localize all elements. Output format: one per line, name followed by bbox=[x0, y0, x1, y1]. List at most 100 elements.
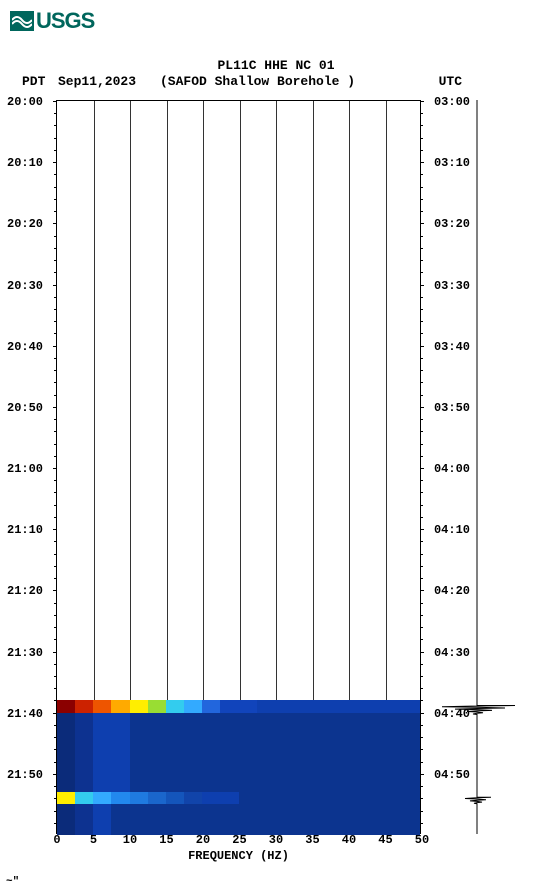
y-major-tick bbox=[420, 529, 424, 530]
y-minor-tick bbox=[54, 627, 57, 628]
chart-title: PL11C HHE NC 01 bbox=[0, 58, 552, 73]
y-minor-tick bbox=[420, 688, 423, 689]
spectro-cell bbox=[93, 804, 111, 835]
y-minor-tick bbox=[54, 480, 57, 481]
y-major-tick bbox=[53, 346, 57, 347]
spectro-cell bbox=[75, 792, 93, 804]
y-minor-tick bbox=[420, 676, 423, 677]
spectro-cell bbox=[311, 792, 329, 804]
y-minor-tick bbox=[420, 138, 423, 139]
y-minor-tick bbox=[420, 444, 423, 445]
y-minor-tick bbox=[420, 615, 423, 616]
usgs-logo-text: USGS bbox=[36, 8, 94, 34]
y-minor-tick bbox=[54, 260, 57, 261]
y-tick-left-label: 21:50 bbox=[7, 768, 43, 782]
spectro-cell bbox=[275, 792, 293, 804]
spectro-cell bbox=[148, 700, 166, 712]
spectro-row bbox=[57, 804, 420, 835]
y-minor-tick bbox=[420, 603, 423, 604]
y-minor-tick bbox=[54, 688, 57, 689]
y-minor-tick bbox=[54, 700, 57, 701]
y-minor-tick bbox=[54, 737, 57, 738]
y-minor-tick bbox=[54, 676, 57, 677]
y-minor-tick bbox=[420, 150, 423, 151]
spectro-cell bbox=[184, 713, 202, 793]
footer-mark: ~" bbox=[6, 876, 19, 888]
spectro-cell bbox=[257, 804, 275, 835]
y-minor-tick bbox=[54, 811, 57, 812]
y-major-tick bbox=[53, 468, 57, 469]
spectro-cell bbox=[366, 713, 384, 793]
y-minor-tick bbox=[54, 321, 57, 322]
spectro-cell bbox=[402, 804, 420, 835]
y-major-tick bbox=[53, 407, 57, 408]
x-tick-label: 20 bbox=[196, 833, 210, 847]
spectro-cell bbox=[111, 804, 129, 835]
y-minor-tick bbox=[420, 762, 423, 763]
y-minor-tick bbox=[54, 358, 57, 359]
spectro-cell bbox=[257, 713, 275, 793]
y-minor-tick bbox=[420, 309, 423, 310]
x-tick-label: 35 bbox=[305, 833, 319, 847]
spectro-cell bbox=[348, 804, 366, 835]
spectro-cell bbox=[184, 792, 202, 804]
y-major-tick bbox=[53, 285, 57, 286]
y-minor-tick bbox=[420, 431, 423, 432]
spectro-cell bbox=[220, 804, 238, 835]
y-minor-tick bbox=[420, 272, 423, 273]
y-minor-tick bbox=[54, 370, 57, 371]
spectro-cell bbox=[366, 792, 384, 804]
spectro-cell bbox=[239, 792, 257, 804]
y-minor-tick bbox=[54, 309, 57, 310]
spectro-cell bbox=[384, 713, 402, 793]
spectro-cell bbox=[75, 700, 93, 712]
y-minor-tick bbox=[54, 174, 57, 175]
y-minor-tick bbox=[420, 823, 423, 824]
spectro-cell bbox=[293, 713, 311, 793]
y-minor-tick bbox=[54, 749, 57, 750]
y-tick-left-label: 20:30 bbox=[7, 279, 43, 293]
y-major-tick bbox=[53, 223, 57, 224]
y-major-tick bbox=[420, 652, 424, 653]
y-minor-tick bbox=[54, 113, 57, 114]
y-major-tick bbox=[420, 468, 424, 469]
spectro-cell bbox=[329, 700, 347, 712]
y-major-tick bbox=[53, 590, 57, 591]
spectro-band bbox=[57, 713, 420, 793]
y-major-tick bbox=[420, 590, 424, 591]
y-minor-tick bbox=[54, 333, 57, 334]
y-minor-tick bbox=[54, 762, 57, 763]
y-major-tick bbox=[53, 652, 57, 653]
y-minor-tick bbox=[54, 566, 57, 567]
y-minor-tick bbox=[54, 786, 57, 787]
spectro-cell bbox=[239, 804, 257, 835]
y-minor-tick bbox=[420, 798, 423, 799]
spectro-cell bbox=[257, 700, 275, 712]
y-minor-tick bbox=[420, 370, 423, 371]
y-minor-tick bbox=[420, 627, 423, 628]
spectro-row bbox=[57, 700, 420, 712]
y-minor-tick bbox=[54, 541, 57, 542]
spectro-band bbox=[57, 792, 420, 804]
spectro-cell bbox=[329, 804, 347, 835]
spectro-band bbox=[57, 804, 420, 835]
y-minor-tick bbox=[420, 786, 423, 787]
y-minor-tick bbox=[420, 321, 423, 322]
spectro-cell bbox=[202, 792, 220, 804]
y-major-tick bbox=[53, 713, 57, 714]
y-major-tick bbox=[53, 101, 57, 102]
y-minor-tick bbox=[54, 297, 57, 298]
spectro-cell bbox=[75, 713, 93, 793]
y-minor-tick bbox=[54, 272, 57, 273]
spectro-cell bbox=[329, 713, 347, 793]
y-minor-tick bbox=[420, 749, 423, 750]
x-tick-label: 15 bbox=[159, 833, 173, 847]
y-minor-tick bbox=[54, 236, 57, 237]
y-minor-tick bbox=[420, 248, 423, 249]
spectro-cell bbox=[239, 700, 257, 712]
spectro-cell bbox=[239, 713, 257, 793]
tz-right-label: UTC bbox=[439, 74, 462, 89]
tz-left-label: PDT bbox=[22, 74, 45, 89]
y-minor-tick bbox=[420, 395, 423, 396]
y-minor-tick bbox=[54, 419, 57, 420]
